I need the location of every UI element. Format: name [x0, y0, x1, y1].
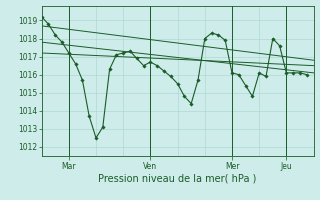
X-axis label: Pression niveau de la mer( hPa ): Pression niveau de la mer( hPa ): [99, 173, 257, 183]
